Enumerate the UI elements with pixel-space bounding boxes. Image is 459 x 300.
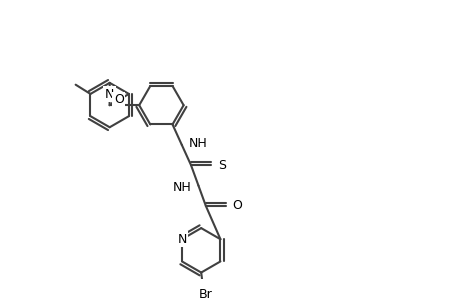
Text: Br: Br — [199, 288, 212, 300]
Text: O: O — [232, 200, 242, 212]
Text: NH: NH — [189, 137, 207, 150]
Text: O: O — [114, 93, 123, 106]
Text: N: N — [177, 233, 186, 246]
Text: N: N — [105, 88, 114, 101]
Text: NH: NH — [172, 181, 190, 194]
Text: S: S — [218, 159, 225, 172]
